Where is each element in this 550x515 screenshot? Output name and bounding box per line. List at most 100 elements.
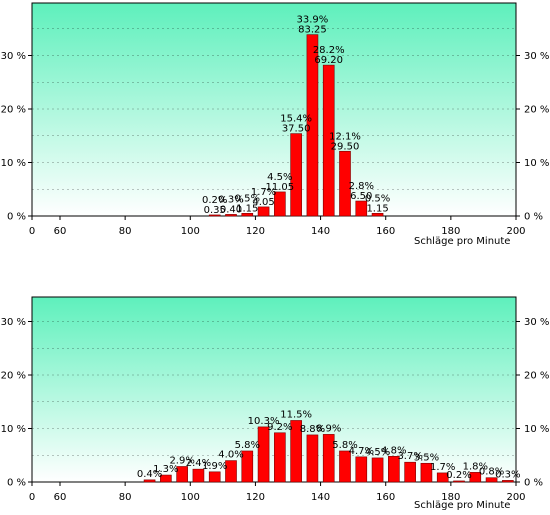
bar	[290, 133, 302, 217]
data-label: 1.8%	[463, 461, 488, 472]
data-label: 1.3%	[153, 464, 178, 475]
data-label: 2.9%	[169, 455, 194, 466]
bar	[371, 457, 384, 483]
data-label: 9.2%	[267, 422, 292, 433]
bars	[143, 420, 514, 483]
data-label: 0.35	[204, 205, 226, 216]
data-label: 0.2%	[446, 470, 471, 481]
bar	[143, 479, 156, 483]
y-tick-label: 0 %	[524, 478, 543, 489]
data-label: 15.4%	[280, 114, 312, 125]
bar	[339, 150, 351, 217]
bar	[355, 456, 368, 483]
bar	[160, 474, 172, 483]
data-label: 4.5%	[267, 172, 292, 183]
y-tick-label: 30 %	[524, 51, 549, 62]
bar	[257, 206, 270, 217]
data-label: 28.2%	[313, 45, 345, 56]
y-tick-label: 30 %	[1, 317, 26, 328]
bar	[257, 426, 270, 483]
x-tick-label: 120	[246, 492, 265, 503]
y-tick-label: 20 %	[524, 371, 549, 382]
bar	[306, 434, 319, 483]
data-label: 0.40	[220, 204, 242, 215]
data-label: 83.25	[298, 25, 327, 36]
data-label: 69.20	[314, 55, 343, 66]
y-tick-label: 10 %	[1, 158, 26, 169]
data-label: 1.15	[366, 203, 388, 214]
data-label: 1.7%	[430, 462, 455, 473]
x-tick-label: 0	[29, 492, 35, 503]
bar	[225, 460, 237, 483]
x-axis: 0 60 80 100 120 140 160 180 200	[29, 482, 526, 503]
x-tick-label: 0	[29, 226, 35, 237]
data-label: 37.50	[282, 124, 311, 135]
data-label: 0.5%	[365, 193, 390, 204]
y-axis-left: 0 % 10 % 20 % 30 %	[1, 317, 32, 489]
y-tick-label: 20 %	[1, 105, 26, 116]
data-label: 5.8%	[332, 440, 357, 451]
plot-area	[31, 2, 517, 217]
y-tick-label: 20 %	[524, 105, 549, 116]
data-label: 1.9%	[202, 461, 227, 472]
y-tick-label: 30 %	[524, 317, 549, 328]
bar	[436, 472, 449, 483]
bar	[469, 472, 482, 483]
bar	[322, 434, 335, 483]
data-label: 0.4%	[137, 469, 162, 480]
data-label: 8.9%	[316, 423, 341, 434]
data-label: 1.15	[236, 203, 258, 214]
heart-rate-histogram-top: 0.2%0.350.3%0.400.5%1.151.7%4.054.5%11.0…	[1, 2, 549, 247]
data-label: 0.8%	[479, 467, 504, 478]
x-tick-label: 200	[506, 226, 525, 237]
bar	[225, 214, 237, 217]
y-tick-label: 20 %	[1, 371, 26, 382]
y-axis-right: 0 % 10 % 20 % 30 %	[516, 317, 549, 489]
data-label: 33.9%	[297, 15, 329, 26]
bar	[274, 432, 286, 483]
bar	[485, 477, 498, 483]
y-tick-label: 0 %	[7, 478, 26, 489]
x-tick-label: 140	[311, 226, 330, 237]
bar	[420, 462, 433, 483]
x-tick-label: 180	[441, 226, 460, 237]
bar	[355, 200, 368, 217]
y-tick-label: 0 %	[7, 212, 26, 223]
data-label: 4.0%	[218, 450, 243, 461]
data-label: 0.3%	[218, 194, 243, 205]
bar	[192, 468, 205, 483]
x-tick-label: 200	[506, 492, 525, 503]
bar	[208, 214, 221, 217]
data-label: 5.8%	[235, 440, 260, 451]
data-label: 6.50	[350, 191, 372, 202]
x-tick-label: 80	[119, 492, 132, 503]
data-label: 1.7%	[251, 187, 276, 198]
data-label: 0.3%	[495, 469, 520, 480]
data-label: 0.2%	[202, 195, 227, 206]
data-label: 11.5%	[280, 409, 312, 420]
data-label: 29.50	[331, 141, 360, 152]
bar	[322, 64, 335, 217]
bar	[404, 461, 416, 483]
bar	[453, 480, 465, 483]
bar	[502, 480, 514, 483]
data-label: 8.8%	[300, 424, 325, 435]
bar	[176, 466, 188, 483]
data-label: 3.7%	[397, 451, 422, 462]
data-label: 10.3%	[248, 416, 280, 427]
x-tick-label: 180	[441, 492, 460, 503]
data-label: 2.8%	[349, 181, 374, 192]
x-tick-label: 60	[54, 226, 67, 237]
data-labels: 0.4%1.3%2.9%2.4%1.9%4.0%5.8%10.3%9.2%11.…	[137, 409, 521, 480]
y-tick-label: 10 %	[524, 158, 549, 169]
bar	[241, 213, 254, 217]
x-tick-label: 100	[181, 226, 200, 237]
data-label: 4.8%	[381, 445, 406, 456]
data-label: 4.5%	[365, 447, 390, 458]
bar	[306, 34, 319, 217]
y-axis-right: 0 % 10 % 20 % 30 %	[516, 51, 549, 223]
y-axis-left: 0 % 10 % 20 % 30 %	[1, 51, 32, 223]
x-tick-label: 140	[311, 492, 330, 503]
x-tick-label: 60	[54, 492, 67, 503]
